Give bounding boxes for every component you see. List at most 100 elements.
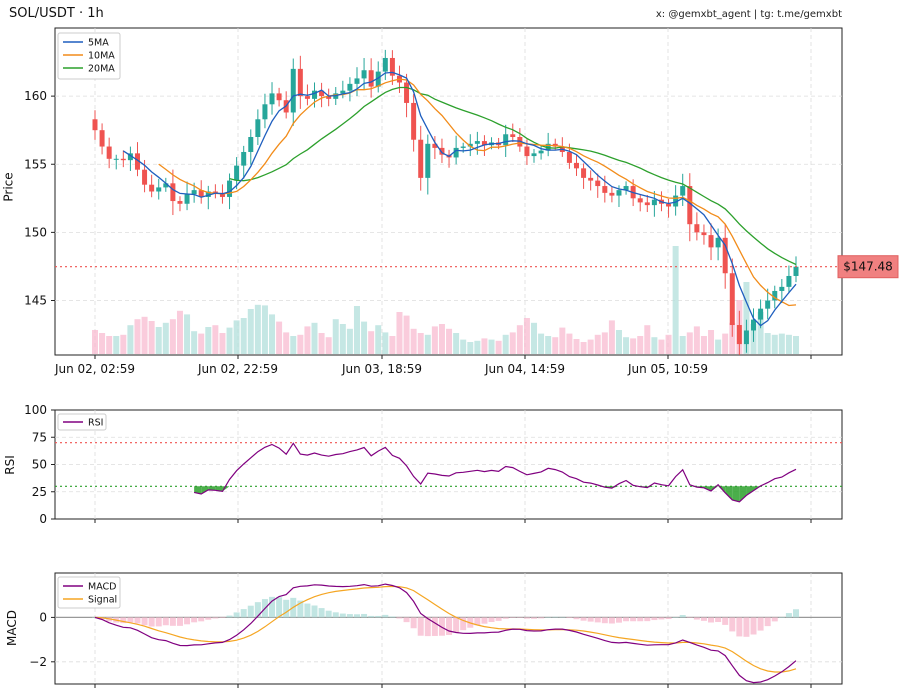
- macd-hist-bar-76: [630, 617, 637, 622]
- volume-bar-54: [474, 340, 481, 354]
- volume-bar-18: [219, 333, 226, 354]
- volume-bar-38: [361, 321, 368, 354]
- candle-body-48: [432, 143, 438, 148]
- volume-bar-53: [467, 342, 474, 354]
- macd-hist-bar-60: [516, 617, 523, 618]
- macd-hist-bar-63: [538, 617, 545, 619]
- volume-bar-32: [318, 333, 325, 354]
- candle-body-93: [751, 319, 757, 331]
- volume-bar-6: [134, 319, 141, 354]
- candle-body-32: [319, 90, 325, 97]
- macd-hist-bar-84: [686, 617, 693, 618]
- macd-hist-bar-58: [502, 617, 509, 619]
- macd-hist-bar-13: [184, 617, 191, 625]
- macd-hist-bar-87: [708, 617, 715, 623]
- macd-hist-bar-83: [679, 615, 686, 618]
- volume-bar-3: [113, 336, 120, 354]
- macd-hist-bar-17: [212, 617, 219, 619]
- candle-body-86: [701, 232, 707, 236]
- candle-body-90: [729, 273, 735, 326]
- candle-body-42: [389, 57, 395, 76]
- candle-body-0: [92, 119, 98, 131]
- macd-hist-bar-61: [523, 617, 530, 619]
- candle-body-1: [99, 130, 105, 147]
- volume-bar-52: [460, 339, 467, 354]
- volume-bar-17: [212, 325, 219, 354]
- price-xtick-label-3: Jun 04, 14:59: [484, 362, 565, 376]
- macd-hist-bar-98: [785, 613, 792, 618]
- volume-bar-67: [566, 333, 573, 354]
- price-ytick-label-1: 150: [24, 225, 47, 239]
- volume-bar-16: [205, 327, 212, 354]
- macd-hist-bar-48: [431, 617, 438, 636]
- price-xtick-label-0: Jun 02, 02:59: [54, 362, 135, 376]
- candle-body-85: [694, 224, 700, 233]
- candle-body-61: [524, 146, 530, 157]
- candle-body-14: [191, 190, 197, 195]
- candle-body-73: [609, 192, 615, 196]
- macd-hist-bar-30: [304, 603, 311, 618]
- rsi-line: [193, 442, 797, 503]
- candle-body-38: [361, 70, 367, 79]
- candle-body-40: [375, 71, 381, 87]
- volume-bar-23: [254, 304, 261, 354]
- rsi-oversold-fill-93: [746, 486, 754, 496]
- candle-body-25: [269, 93, 275, 105]
- macd-hist-bar-77: [637, 617, 644, 622]
- rsi-oversold-fill-88: [711, 486, 719, 491]
- macd-hist-bar-56: [488, 617, 495, 622]
- volume-bar-41: [382, 332, 389, 354]
- volume-bar-70: [587, 339, 594, 354]
- macd-hist-bar-7: [141, 617, 148, 626]
- price-ytick-label-3: 160: [24, 89, 47, 103]
- candle-body-74: [616, 190, 622, 196]
- macd-ytick-label-0: −2: [29, 655, 47, 669]
- macd-hist-bar-80: [658, 617, 665, 620]
- candle-body-39: [368, 70, 374, 87]
- macd-hist-bar-73: [608, 617, 615, 624]
- volume-bar-80: [658, 339, 665, 354]
- volume-bar-12: [176, 310, 183, 354]
- macd-hist-bar-94: [757, 617, 764, 631]
- candle-body-72: [602, 186, 608, 193]
- volume-bar-79: [651, 337, 658, 354]
- volume-bar-44: [403, 315, 410, 354]
- candle-body-98: [786, 275, 792, 287]
- macd-hist-bar-70: [587, 617, 594, 622]
- candle-body-41: [382, 57, 388, 72]
- price-xtick-label-2: Jun 03, 18:59: [341, 362, 422, 376]
- macd-hist-bar-50: [446, 617, 453, 635]
- macd-hist-bar-97: [778, 617, 785, 618]
- macd-hist-bar-4: [120, 617, 127, 624]
- candle-body-44: [404, 82, 410, 103]
- volume-bar-1: [99, 333, 106, 354]
- candle-body-82: [673, 195, 679, 207]
- macd-hist-bar-36: [346, 614, 353, 618]
- candle-body-9: [156, 187, 162, 192]
- macd-hist-bar-66: [559, 616, 566, 618]
- candle-body-58: [503, 134, 509, 146]
- volume-bar-61: [523, 318, 530, 354]
- volume-bar-78: [644, 325, 651, 354]
- candle-body-18: [219, 192, 225, 197]
- volume-bar-42: [389, 336, 396, 354]
- macd-hist-bar-74: [615, 617, 622, 623]
- candle-body-96: [772, 290, 778, 301]
- macd-hist-bar-9: [155, 617, 162, 627]
- macd-hist-bar-71: [594, 617, 601, 623]
- volume-bar-30: [304, 326, 311, 354]
- signal-line: [94, 585, 797, 673]
- candle-body-99: [793, 266, 799, 276]
- volume-bar-46: [417, 333, 424, 354]
- volume-bar-55: [481, 338, 488, 354]
- macd-hist-bar-99: [793, 609, 799, 618]
- volume-bar-48: [431, 326, 438, 354]
- volume-bar-4: [120, 334, 127, 354]
- volume-bar-9: [155, 327, 162, 354]
- volume-bar-33: [325, 337, 332, 354]
- volume-bar-71: [594, 334, 601, 354]
- macd-hist-bar-37: [353, 614, 360, 618]
- rsi-ytick-label-4: 100: [24, 403, 47, 417]
- macd-hist-bar-27: [283, 599, 290, 618]
